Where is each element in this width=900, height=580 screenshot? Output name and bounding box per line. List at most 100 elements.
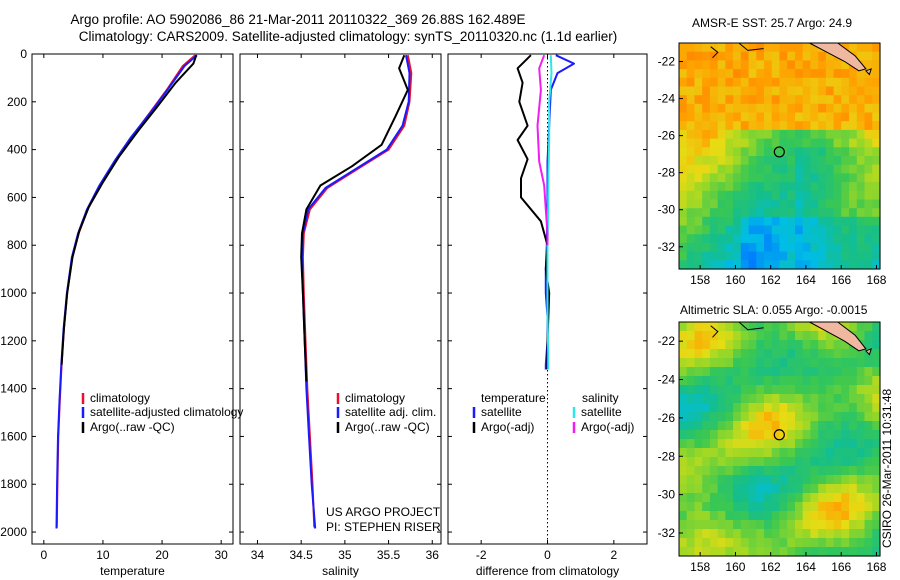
temperature-series-argo-raw-qc- (60, 54, 198, 365)
depth-tick-label: 2000 (0, 525, 27, 539)
difference-panel: -2 0 2 difference from climatology (447, 53, 648, 578)
legend-satellite-adjusted: satellite-adjusted climatology (90, 405, 243, 419)
temperature-xtick-label: 20 (155, 548, 169, 562)
sst_map-reef-contour (738, 42, 764, 51)
legend-title-salinity: salinity (582, 391, 619, 405)
figure-title-line2: Climatology: CARS2009. Satellite-adjuste… (78, 29, 618, 44)
temperature-frame (31, 53, 234, 545)
temperature-xtick-label: 0 (40, 548, 47, 562)
sst_map-reef-contour (710, 46, 719, 59)
legend-sal-satellite: satellite (581, 405, 622, 419)
sst_map-argo-marker (773, 146, 785, 158)
salinity-series-satellite-adj-clim- (301, 55, 411, 529)
sst_map-land (809, 42, 867, 72)
sst_map-xtick-label: 166 (831, 273, 851, 287)
sst_map-xtick-label: 168 (866, 273, 886, 287)
temperature-xlabel: temperature (100, 564, 165, 578)
sla_map-panel: 158 160 162 164 166 168 -22 -24 -26 -28 -30 -32 (658, 321, 887, 574)
salinity-frame (239, 53, 442, 545)
sst_map-ytick-label: -22 (658, 55, 676, 69)
difference-xtick-label: 2 (610, 548, 617, 562)
sst_map-xtick-label: 158 (690, 273, 710, 287)
legend-climatology: climatology (345, 391, 405, 405)
sst_map-xtick-label: 160 (725, 273, 745, 287)
sla_map-ytick-label: -30 (658, 488, 676, 502)
depth-tick-label: 1600 (0, 429, 27, 443)
legend-argo: Argo(..raw -QC) (90, 420, 175, 434)
salinity-xlabel: salinity (322, 564, 359, 578)
salinity-xtick-label: 35.5 (377, 548, 401, 562)
depth-tick-label: 0 (20, 47, 27, 61)
temperature-panel: 0 10 20 30 0 200 400 600 800 1000 1200 1400 1600 1800… (0, 47, 234, 578)
legend-argo: Argo(..raw -QC) (345, 420, 430, 434)
sla_map-xtick-label: 168 (866, 560, 886, 574)
sla_map-ytick-label: -26 (658, 411, 676, 425)
difference-series-temperature-argo-adj- (516, 54, 551, 370)
sla_map-frame (678, 321, 881, 557)
sla_map-land (809, 321, 867, 352)
sla_map-reef-contour (738, 321, 764, 331)
figure-title-line1: Argo profile: AO 5902086_86 21-Mar-2011 … (70, 12, 526, 27)
legend-climatology: climatology (90, 391, 150, 405)
sla_map-xtick-label: 162 (761, 560, 781, 574)
sla-map-title: Altimetric SLA: 0.055 Argo: -0.0015 (680, 303, 868, 317)
salinity-panel: 34 34.5 35 35.5 36 salinity (239, 53, 442, 578)
temperature-xtick-label: 30 (214, 548, 228, 562)
sla_map-reef-contour (710, 325, 719, 338)
depth-tick-label: 800 (7, 238, 27, 252)
sst_map-ytick-label: -32 (658, 240, 676, 254)
sla_map-xtick-label: 158 (690, 560, 710, 574)
sla_map-islet (865, 348, 872, 356)
difference-series-salinity-argo-adj- (536, 54, 549, 246)
depth-tick-label: 600 (7, 190, 27, 204)
depth-tick-label: 1000 (0, 286, 27, 300)
project-name: US ARGO PROJECT (326, 505, 441, 519)
salinity-xtick-label: 34 (251, 548, 265, 562)
salinity-xtick-label: 34.5 (289, 548, 313, 562)
salinity-xtick-label: 36 (426, 548, 440, 562)
sla_map-grid (679, 322, 881, 557)
sla_map-xtick-label: 164 (796, 560, 816, 574)
sla_map-ytick-label: -32 (658, 526, 676, 540)
difference-xlabel: difference from climatology (476, 564, 619, 578)
sst_map-panel: 158 160 162 164 166 168 -22 -24 -26 -28 -30 -32 (658, 42, 887, 287)
sst_map-grid (679, 43, 881, 270)
sst_map-islet (865, 68, 872, 76)
legend-temp-argo: Argo(-adj) (481, 420, 534, 434)
salinity-series-argo-raw-qc- (300, 54, 409, 382)
depth-tick-label: 1200 (0, 334, 27, 348)
difference-legend: temperature salinitysatelliteArgo(-adj)sa… (472, 391, 634, 434)
legend-satellite-adj: satellite adj. clim. (345, 405, 436, 419)
depth-tick-label: 400 (7, 143, 27, 157)
sla_map-xtick-label: 160 (725, 560, 745, 574)
sst_map-xtick-label: 164 (796, 273, 816, 287)
sla_map-argo-marker (773, 429, 785, 441)
sla_map-xtick-label: 166 (831, 560, 851, 574)
depth-tick-label: 1400 (0, 382, 27, 396)
legend-title-temperature: temperature (481, 391, 546, 405)
sla_map-ytick-label: -22 (658, 334, 676, 348)
sst_map-ytick-label: -30 (658, 203, 676, 217)
temperature-series-satellite-adjusted-climatology (55, 54, 198, 529)
sla_map-ytick-label: -24 (658, 373, 676, 387)
temperature-series-climatology (55, 54, 196, 528)
legend-temp-satellite: satellite (481, 405, 522, 419)
sst_map-ytick-label: -28 (658, 166, 676, 180)
sla_map-ytick-label: -28 (658, 449, 676, 463)
depth-tick-label: 1800 (0, 477, 27, 491)
difference-series-salinity-satellite (546, 55, 553, 370)
temperature-xtick-label: 10 (96, 548, 110, 562)
salinity-xtick-label: 35 (338, 548, 352, 562)
sst_map-frame (678, 42, 881, 270)
sst-map-title: AMSR-E SST: 25.7 Argo: 24.9 (692, 16, 853, 30)
sst_map-xtick-label: 162 (761, 273, 781, 287)
salinity-series-climatology (301, 55, 413, 528)
sst_map-ytick-label: -26 (658, 129, 676, 143)
depth-tick-label: 200 (7, 95, 27, 109)
difference-xtick-label: -2 (476, 548, 487, 562)
legend-sal-argo: Argo(-adj) (581, 420, 634, 434)
